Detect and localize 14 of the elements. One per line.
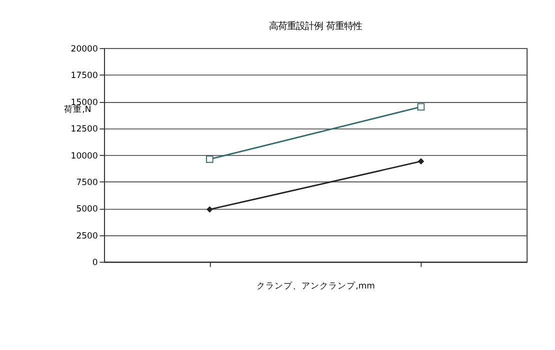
point <box>206 206 213 213</box>
x-axis-title: クランプ、アンクランプ,mm <box>256 280 375 292</box>
point <box>418 158 424 165</box>
y-tick-label: 10000 <box>70 151 98 162</box>
y-tick-label: 17500 <box>70 71 98 82</box>
point <box>206 156 214 163</box>
point <box>417 103 425 111</box>
y-tick-label: 0 <box>92 258 98 268</box>
y-tick-label: 7500 <box>76 178 98 188</box>
y-tick-label: 2500 <box>76 231 98 242</box>
y-tick-label: 5000 <box>76 204 98 215</box>
y-tick-label: 12500 <box>70 124 98 135</box>
y-tick-label: 20000 <box>70 44 98 54</box>
chart-title: 高荷重設計例 荷重特性 <box>268 21 362 32</box>
